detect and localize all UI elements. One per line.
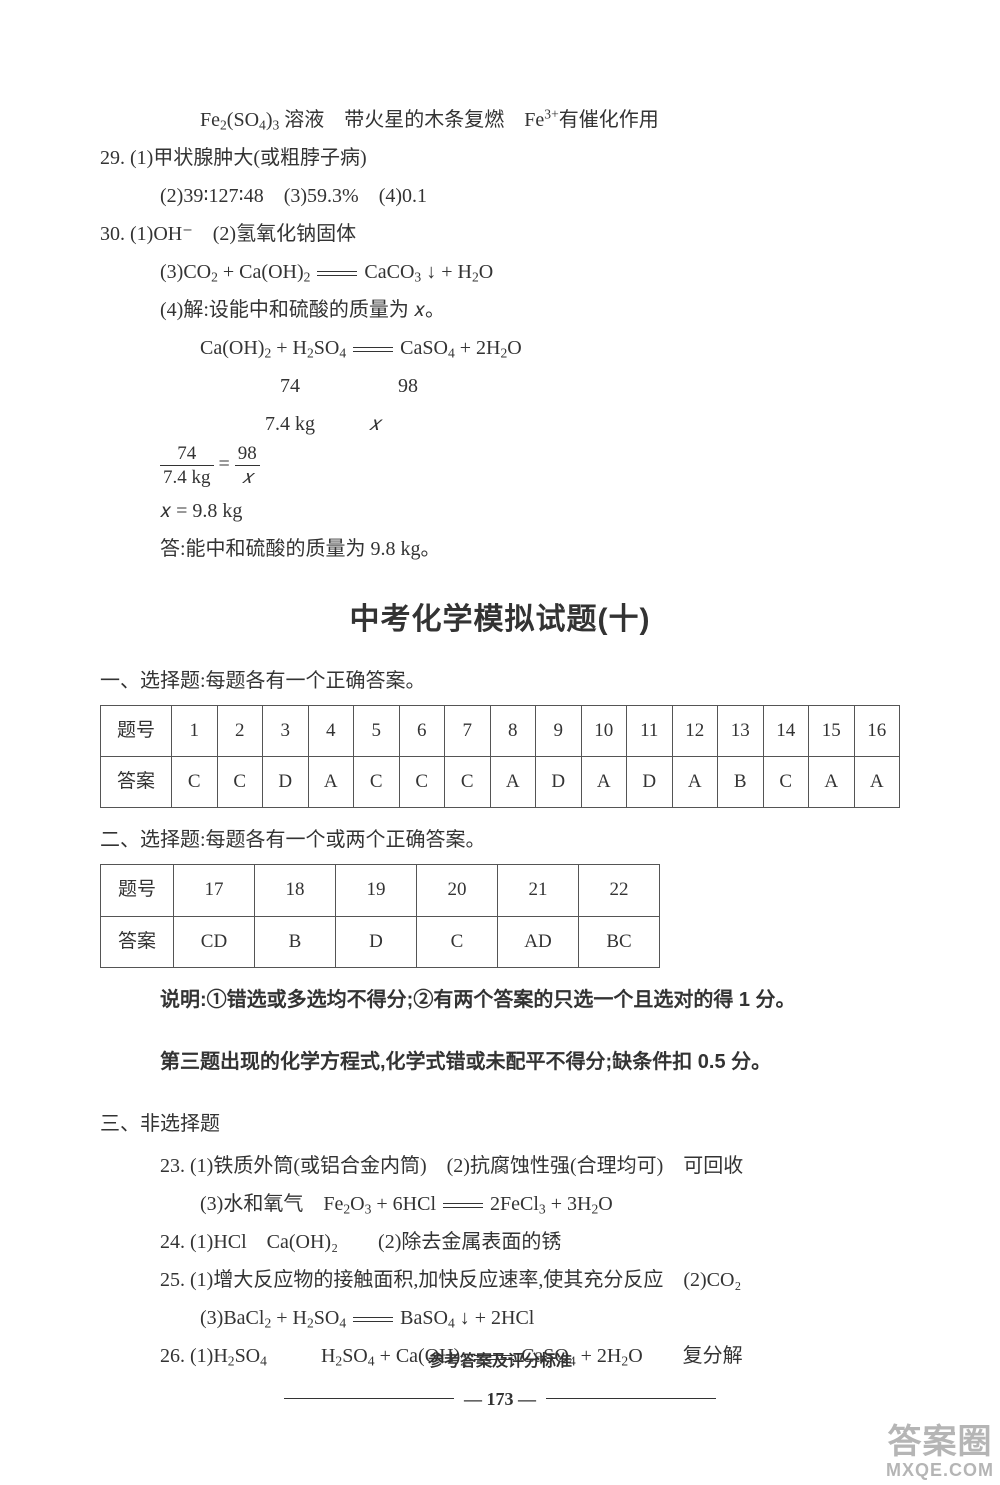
cell: CD: [174, 916, 255, 967]
cell: C: [445, 757, 491, 808]
cell: 3: [263, 706, 309, 757]
cell: 4: [308, 706, 354, 757]
q30-givens: 7.4 kg 𝑥: [100, 406, 900, 442]
cell: C: [763, 757, 809, 808]
table-row: 题号 17 18 19 20 21 22: [101, 865, 660, 916]
note-1: 说明:①错选或多选均不得分;②有两个答案的只选一个且选对的得 1 分。: [160, 982, 900, 1018]
cell: C: [172, 757, 218, 808]
cell: A: [809, 757, 855, 808]
section3-head: 三、非选择题: [100, 1106, 900, 1142]
cell: 12: [672, 706, 718, 757]
watermark-cn: 答案圈: [886, 1425, 994, 1459]
watermark: 答案圈 MXQE.COM: [886, 1425, 994, 1479]
rule-left: [284, 1398, 454, 1399]
cell: C: [417, 916, 498, 967]
cell: D: [263, 757, 309, 808]
cell: 21: [498, 865, 579, 916]
cell: 1: [172, 706, 218, 757]
cell: 2: [217, 706, 263, 757]
cell: 13: [718, 706, 764, 757]
q30-solve: 𝑥 = 9.8 kg: [100, 493, 900, 529]
q30-part4-head: (4)解:设能中和硫酸的质量为 𝑥。: [100, 292, 900, 328]
row-label: 答案: [101, 916, 174, 967]
q30-line1: 30. (1)OH⁻ (2)氢氧化钠固体: [100, 216, 900, 252]
cell: 15: [809, 706, 855, 757]
page-root: Fe2(SO4)3 溶液 带火星的木条复燃 Fe3+有催化作用 29. (1)甲…: [0, 0, 1000, 1436]
fraction-2: 98 𝑥: [235, 444, 260, 487]
cell: 17: [174, 865, 255, 916]
page-number-row: — 173 —: [0, 1383, 1000, 1415]
cell: C: [399, 757, 445, 808]
table-row: 题号 1 2 3 4 5 6 7 8 9 10 11 12 13 14 15 1…: [101, 706, 900, 757]
cell: 14: [763, 706, 809, 757]
cell: 19: [336, 865, 417, 916]
rule-right: [546, 1398, 716, 1399]
q23-l2: (3)水和氧气 Fe2O3 + 6HCl 2FeCl3 + 3H2O: [100, 1186, 900, 1222]
cell: C: [354, 757, 400, 808]
cell: D: [336, 916, 417, 967]
q30-eq: Ca(OH)2 + H2SO4 CaSO4 + 2H2O: [100, 330, 900, 366]
cell: A: [854, 757, 900, 808]
prev-q-line: Fe2(SO4)3 溶液 带火星的木条复燃 Fe3+有催化作用: [100, 102, 900, 138]
cell: B: [718, 757, 764, 808]
cell: A: [581, 757, 627, 808]
cell: 6: [399, 706, 445, 757]
table-row: 答案 C C D A C C C A D A D A B C A A: [101, 757, 900, 808]
page-number: — 173 —: [464, 1383, 536, 1415]
section1-table: 题号 1 2 3 4 5 6 7 8 9 10 11 12 13 14 15 1…: [100, 705, 900, 808]
equals-line: [317, 271, 357, 276]
cell: C: [217, 757, 263, 808]
q30-part3: (3)CO2 + Ca(OH)2 CaCO3 ↓ + H2O: [100, 254, 900, 290]
equals-line: [353, 1317, 393, 1322]
cell: 16: [854, 706, 900, 757]
cell: 7: [445, 706, 491, 757]
cell: 5: [354, 706, 400, 757]
text: Fe: [200, 109, 220, 131]
cell: A: [672, 757, 718, 808]
q23-l1: 23. (1)铁质外筒(或铝合金内筒) (2)抗腐蚀性强(合理均可) 可回收: [100, 1148, 900, 1184]
exam-title: 中考化学模拟试题(十): [100, 593, 900, 647]
cell: BC: [579, 916, 660, 967]
row-label: 题号: [101, 865, 174, 916]
q25-l1: 25. (1)增大反应物的接触面积,加快反应速率,使其充分反应 (2)CO₂: [100, 1262, 900, 1298]
q25-l2: (3)BaCl2 + H2SO4 BaSO4 ↓ + 2HCl: [100, 1300, 900, 1336]
note-2: 第三题出现的化学方程式,化学式错或未配平不得分;缺条件扣 0.5 分。: [160, 1044, 900, 1080]
cell: 18: [255, 865, 336, 916]
cell: B: [255, 916, 336, 967]
cell: 11: [627, 706, 673, 757]
cell: A: [490, 757, 536, 808]
equals-line: [353, 347, 393, 352]
row-label: 题号: [101, 706, 172, 757]
cell: 22: [579, 865, 660, 916]
fraction-1: 74 7.4 kg: [160, 444, 214, 487]
q29-line2: (2)39∶127∶48 (3)59.3% (4)0.1: [100, 178, 900, 214]
watermark-en: MXQE.COM: [886, 1461, 994, 1479]
cell: D: [627, 757, 673, 808]
equals-line: [443, 1203, 483, 1208]
section1-head: 一、选择题:每题各有一个正确答案。: [100, 663, 900, 699]
cell: 20: [417, 865, 498, 916]
q29-line1: 29. (1)甲状腺肿大(或粗脖子病): [100, 140, 900, 176]
q24: 24. (1)HCl Ca(OH)₂ (2)除去金属表面的锈: [100, 1224, 900, 1260]
q30-fraction: 74 7.4 kg = 98 𝑥: [100, 444, 900, 487]
row-label: 答案: [101, 757, 172, 808]
cell: 8: [490, 706, 536, 757]
table-row: 答案 CD B D C AD BC: [101, 916, 660, 967]
cell: 9: [536, 706, 582, 757]
q30-answer: 答:能中和硫酸的质量为 9.8 kg。: [100, 531, 900, 567]
section2-head: 二、选择题:每题各有一个或两个正确答案。: [100, 822, 900, 858]
q30-masses: 74 98: [100, 368, 900, 404]
section2-table: 题号 17 18 19 20 21 22 答案 CD B D C AD BC: [100, 864, 660, 967]
cell: D: [536, 757, 582, 808]
footer-label: 参考答案及评分标准: [0, 1348, 1000, 1377]
cell: AD: [498, 916, 579, 967]
cell: 10: [581, 706, 627, 757]
cell: A: [308, 757, 354, 808]
page-footer: 参考答案及评分标准 — 173 —: [0, 1348, 1000, 1415]
